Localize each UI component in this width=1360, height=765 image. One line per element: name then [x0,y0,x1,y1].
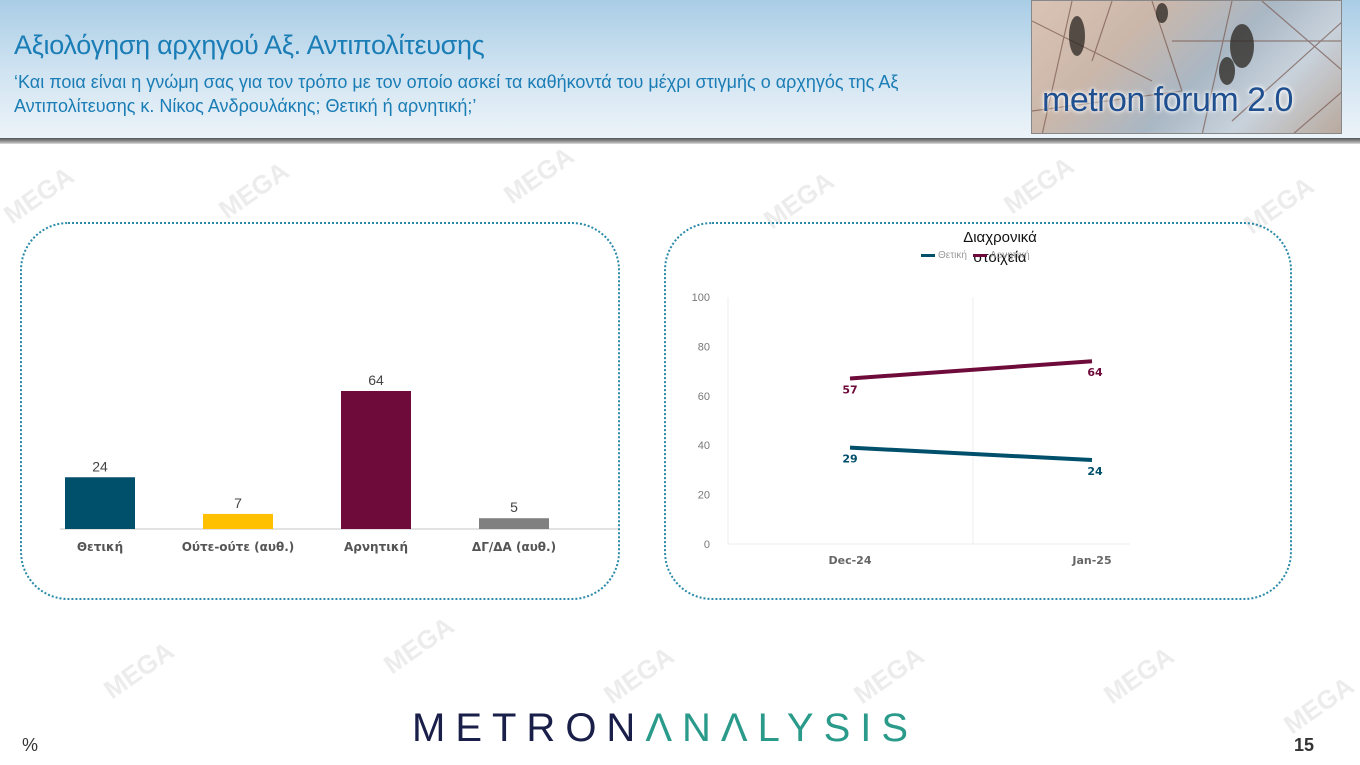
y-tick-label: 80 [698,341,710,353]
series-line [849,445,1093,463]
trend-chart-panel [664,222,1292,600]
y-tick-label: 60 [698,391,710,403]
bar [341,391,411,529]
category-label: Θετική [77,540,123,554]
y-tick-label: 20 [698,490,710,502]
trend-chart-title: Διαχρονικά στοιχεία [963,229,1037,266]
page-number: 15 [1294,735,1315,755]
x-tick-label: Dec-24 [829,554,872,567]
bar-value-label: 24 [92,458,108,474]
line-chart: 0 20 40 60 80 100 Dec-24 Jan-25 29 24 57 64 [692,292,1130,567]
bar-chart: 24 Θετική 7 Ούτε-ούτε (αυθ.) 64 Αρνητική 5 ΔΓ/Δ… [60,372,618,554]
watermark: MEGA [0,160,80,230]
series-line [849,359,1093,381]
bar-value-label: 7 [234,495,242,511]
data-label: 57 [842,384,857,397]
y-tick-label: 100 [692,292,710,304]
tiled-floor-image [1032,1,1341,133]
category-label: ΔΓ/ΔΑ (αυθ.) [472,540,556,554]
data-label: 24 [1087,465,1103,478]
watermark: MEGA [598,640,680,710]
unit-label: % [22,735,39,755]
bar-value-label: 64 [368,372,384,388]
survey-question: ‘Και ποια είναι η γνώμη σας για τον τρόπ… [14,72,899,116]
data-label: 64 [1087,366,1103,379]
watermark: MEGA [1278,670,1360,740]
x-tick-label: Jan-25 [1071,554,1111,567]
y-tick-label: 40 [698,440,710,452]
y-tick-label: 0 [704,539,710,551]
bar [65,477,135,529]
bar [479,518,549,529]
watermark: MEGA [998,150,1080,220]
watermark: MEGA [498,140,580,210]
watermark: MEGA [1098,640,1180,710]
trend-legend: Θετική Αρνητική [921,250,1030,261]
watermark: MEGA [848,640,930,710]
legend-item-negative: Αρνητική [972,250,1030,261]
bar-value-label: 5 [510,499,518,515]
watermark: MEGA [213,155,295,225]
category-label: Ούτε-ούτε (αυθ.) [182,540,295,554]
legend-swatch-positive [921,253,935,257]
metron-analysis-logo: METRONΛNΛLYSIS [412,706,919,750]
watermark: MEGA [378,610,460,680]
slide-title: Αξιολόγηση αρχηγού Αξ. Αντιπολίτευσης [14,30,485,60]
data-label: 29 [842,453,857,466]
legend-item-positive: Θετική [921,250,967,261]
bar [203,513,273,529]
legend-swatch-negative [972,253,987,257]
watermark: MEGA [98,635,180,705]
category-label: Αρνητική [344,540,408,554]
metron-forum-logo: metron forum 2.0 [1031,0,1342,134]
header-divider [0,138,1360,144]
bar-chart-panel [20,222,620,600]
